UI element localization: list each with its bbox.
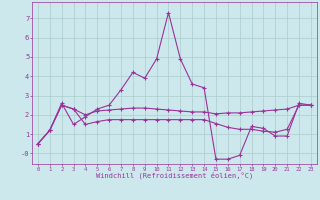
X-axis label: Windchill (Refroidissement éolien,°C): Windchill (Refroidissement éolien,°C)	[96, 172, 253, 179]
